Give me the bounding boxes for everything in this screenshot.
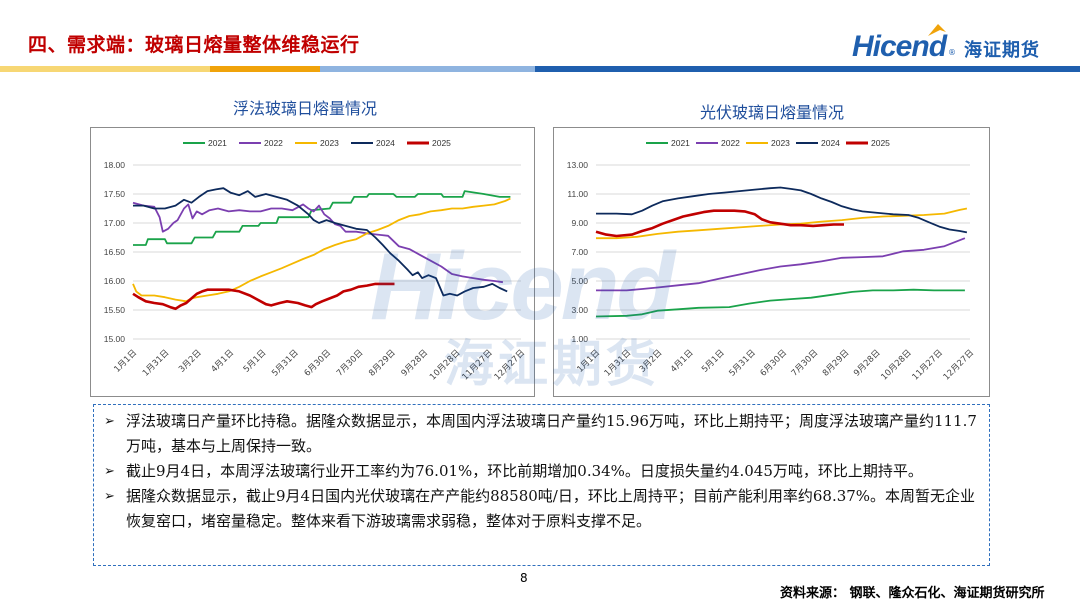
arrow-bullet-icon: ➢ — [104, 414, 115, 429]
page-title: 四、需求端：玻璃日熔量整体维稳运行 — [28, 34, 360, 56]
logo-registered-mark: ® — [948, 48, 956, 57]
divider-bar-orange — [210, 66, 320, 72]
series-line-2022 — [596, 237, 966, 292]
legend-label-2025: 2025 — [871, 138, 890, 148]
legend-label-2024: 2024 — [821, 138, 840, 148]
x-tick-label: 12月27日 — [493, 348, 527, 382]
series-line-2024 — [596, 186, 968, 234]
y-tick-label: 11.00 — [567, 189, 588, 199]
commentary-text: 浮法玻璃日产量环比持稳。据隆众数据显示，本周国内浮法玻璃日产量约15.96万吨，… — [126, 412, 977, 455]
legend-label-2023: 2023 — [771, 138, 790, 148]
series-line-2022 — [132, 201, 504, 284]
x-tick-label: 5月1日 — [700, 348, 727, 375]
x-tick-label: 5月1日 — [242, 348, 269, 375]
page-number: 8 — [520, 571, 528, 585]
x-tick-label: 8月29日 — [367, 348, 398, 379]
x-tick-label: 3月2日 — [638, 348, 665, 375]
legend-label-2021: 2021 — [671, 138, 690, 148]
commentary-item: ➢ 截止9月4日，本周浮法玻璃行业开工率约为76.01%，环比前期增加0.34%… — [104, 459, 979, 484]
logo-wordmark: Hicend — [852, 30, 947, 63]
x-tick-label: 1月31日 — [141, 348, 172, 379]
x-tick-label: 7月30日 — [335, 348, 366, 379]
y-tick-label: 15.00 — [104, 334, 126, 344]
commentary-text: 截止9月4日，本周浮法玻璃行业开工率约为76.01%，环比前期增加0.34%。日… — [126, 462, 923, 480]
logo-swoosh-icon — [928, 24, 946, 36]
company-logo: Hicend ® 海证期货 — [852, 22, 1052, 68]
x-tick-label: 1月1日 — [112, 348, 139, 375]
commentary-item: ➢ 浮法玻璃日产量环比持稳。据隆众数据显示，本周国内浮法玻璃日产量约15.96万… — [104, 409, 979, 459]
x-tick-label: 10月28日 — [879, 348, 913, 382]
series-line-2021 — [133, 190, 511, 246]
series-line-2021 — [595, 288, 965, 318]
x-tick-label: 4月1日 — [669, 348, 696, 375]
legend-label-2022: 2022 — [721, 138, 740, 148]
series-line-2023 — [132, 197, 511, 303]
y-tick-label: 1.00 — [571, 334, 588, 344]
divider-bar-blue-light — [320, 66, 535, 72]
x-tick-label: 8月29日 — [821, 348, 852, 379]
y-tick-label: 16.50 — [104, 247, 126, 257]
data-source: 资料来源： 钢联、隆众石化、海证期货研究所 — [780, 586, 1045, 601]
series-line-2025 — [132, 282, 395, 311]
y-tick-label: 9.00 — [571, 218, 588, 228]
x-tick-label: 6月30日 — [759, 348, 790, 379]
y-tick-label: 17.00 — [104, 218, 126, 228]
legend-label-2024: 2024 — [376, 138, 395, 148]
x-tick-label: 6月30日 — [303, 348, 334, 379]
divider-bar-blue — [535, 66, 1080, 72]
x-tick-label: 1月31日 — [603, 348, 634, 379]
x-tick-label: 12月27日 — [942, 348, 976, 382]
chart-title-float-glass: 浮法玻璃日熔量情况 — [233, 99, 378, 118]
chart-float-glass: 15.00 15.50 16.00 16.50 17.00 17.50 18.00 1月1日 1… — [90, 127, 535, 397]
logo-chinese-name: 海证期货 — [964, 40, 1040, 61]
x-tick-label: 1月1日 — [575, 348, 602, 375]
chart-title-pv-glass: 光伏玻璃日熔量情况 — [700, 103, 845, 122]
y-tick-label: 17.50 — [104, 189, 126, 199]
y-tick-label: 7.00 — [571, 247, 588, 257]
legend-label-2023: 2023 — [320, 138, 339, 148]
series-line-2025 — [595, 209, 844, 238]
series-line-2024 — [133, 187, 508, 297]
y-tick-label: 3.00 — [571, 305, 588, 315]
y-tick-label: 5.00 — [571, 276, 588, 286]
x-tick-label: 11月27日 — [911, 348, 945, 382]
x-tick-label: 5月31日 — [270, 348, 301, 379]
x-tick-label: 10月28日 — [428, 348, 462, 382]
x-tick-label: 9月28日 — [852, 348, 883, 379]
arrow-bullet-icon: ➢ — [104, 489, 115, 504]
x-tick-label: 9月28日 — [400, 348, 431, 379]
x-tick-label: 7月30日 — [790, 348, 821, 379]
y-tick-label: 16.00 — [104, 276, 126, 286]
x-tick-label: 5月31日 — [727, 348, 758, 379]
divider-bar-yellow-light — [0, 66, 210, 72]
legend-label-2022: 2022 — [264, 138, 283, 148]
legend-label-2025: 2025 — [432, 138, 451, 148]
chart-pv-glass: 1.00 3.00 5.00 7.00 9.00 11.00 13.00 1月1日 1月31日 3… — [553, 127, 990, 397]
pv-glass-line-chart: 1.00 3.00 5.00 7.00 9.00 11.00 13.00 1月1日 1月31日 3… — [567, 138, 976, 382]
arrow-bullet-icon: ➢ — [104, 464, 115, 479]
commentary-item: ➢ 据隆众数据显示，截止9月4日国内光伏玻璃在产产能约88580吨/日，环比上周… — [104, 484, 979, 534]
legend-label-2021: 2021 — [208, 138, 227, 148]
y-tick-label: 15.50 — [104, 305, 126, 315]
y-tick-label: 18.00 — [104, 160, 126, 170]
y-tick-label: 13.00 — [567, 160, 589, 170]
x-tick-label: 3月2日 — [177, 348, 204, 375]
x-tick-label: 4月1日 — [209, 348, 236, 375]
commentary-text: 据隆众数据显示，截止9月4日国内光伏玻璃在产产能约88580吨/日，环比上周持平… — [126, 487, 976, 530]
x-tick-label: 11月27日 — [460, 348, 494, 382]
header-divider-bars — [0, 66, 1080, 72]
commentary-box: ➢ 浮法玻璃日产量环比持稳。据隆众数据显示，本周国内浮法玻璃日产量约15.96万… — [93, 404, 990, 566]
